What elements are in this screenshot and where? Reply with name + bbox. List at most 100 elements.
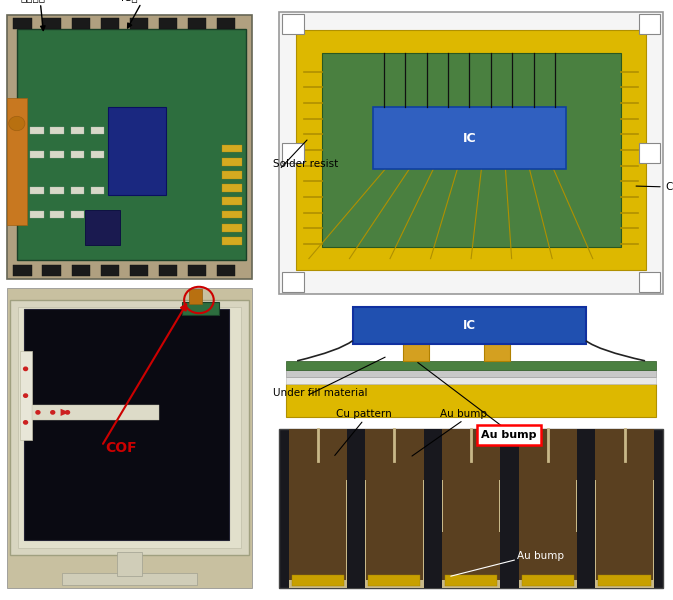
Bar [282, 272, 304, 292]
Bar [91, 211, 104, 218]
Bar [596, 480, 653, 532]
Bar [188, 18, 207, 29]
Bar [289, 429, 347, 480]
Bar [17, 29, 246, 260]
Bar [91, 127, 104, 134]
Bar [222, 197, 242, 205]
Bar [71, 187, 84, 194]
Bar [108, 107, 166, 195]
Bar [10, 300, 249, 555]
Bar [188, 265, 207, 276]
Bar [365, 429, 423, 588]
Bar [289, 532, 347, 580]
Bar [50, 211, 64, 218]
Text: IC칩: IC칩 [121, 0, 138, 2]
Bar [217, 18, 236, 29]
Bar [639, 143, 660, 163]
Bar [13, 265, 32, 276]
Bar [282, 143, 304, 163]
Circle shape [23, 393, 28, 398]
Text: Cu pattern: Cu pattern [336, 409, 392, 419]
Circle shape [35, 410, 40, 415]
Bar [42, 265, 61, 276]
Bar [222, 145, 242, 152]
Bar [7, 288, 252, 588]
Bar [129, 265, 148, 276]
Bar [639, 272, 660, 292]
Bar [522, 575, 574, 586]
Bar [217, 265, 236, 276]
Bar [42, 18, 61, 29]
Bar [7, 15, 252, 279]
Bar [442, 532, 500, 580]
Bar [368, 575, 421, 586]
Bar [520, 480, 576, 532]
Bar [18, 307, 241, 548]
Bar [129, 18, 148, 29]
Bar [91, 151, 104, 158]
Bar [596, 429, 653, 588]
Bar [289, 429, 347, 588]
Bar [286, 377, 656, 384]
Bar [365, 429, 423, 480]
Bar [159, 265, 178, 276]
Bar [71, 18, 90, 29]
Bar [365, 532, 423, 580]
Bar [222, 237, 242, 245]
Text: COF: COF [105, 441, 137, 455]
Bar [445, 575, 497, 586]
Bar [71, 151, 84, 158]
Bar [423, 429, 442, 588]
Bar [639, 14, 660, 34]
Bar [50, 127, 64, 134]
Text: 주변부품: 주변부품 [20, 0, 45, 2]
FancyBboxPatch shape [477, 425, 540, 445]
Bar [85, 210, 120, 245]
Text: Solder resist: Solder resist [273, 158, 338, 169]
Bar [13, 18, 32, 29]
Bar [24, 309, 229, 540]
Bar [347, 429, 365, 588]
Bar [32, 405, 159, 420]
Bar [222, 158, 242, 166]
Bar [353, 307, 586, 344]
Bar [519, 429, 577, 480]
Bar [222, 224, 242, 232]
Bar [291, 575, 344, 586]
Polygon shape [61, 409, 69, 416]
Bar [443, 480, 499, 532]
Bar [7, 98, 27, 225]
Circle shape [23, 367, 28, 371]
Bar [373, 107, 565, 169]
Bar [366, 480, 423, 532]
Bar [20, 351, 32, 440]
Bar [282, 14, 304, 34]
Bar [596, 532, 653, 580]
Bar [71, 265, 90, 276]
Bar [296, 30, 646, 270]
Bar [519, 429, 577, 588]
Bar [189, 289, 203, 304]
Circle shape [50, 410, 55, 415]
Bar [598, 575, 651, 586]
Bar [596, 429, 653, 480]
Bar [117, 552, 142, 576]
Bar [222, 171, 242, 179]
Bar [577, 429, 596, 588]
Bar [519, 532, 577, 580]
Bar [500, 429, 519, 588]
Bar [159, 18, 178, 29]
Text: Cu pattern: Cu pattern [666, 182, 673, 192]
Bar [30, 151, 44, 158]
Bar [100, 265, 119, 276]
Bar [279, 429, 663, 588]
Bar [30, 211, 44, 218]
Bar [279, 12, 663, 294]
Bar [289, 480, 346, 532]
Bar [222, 184, 242, 192]
Circle shape [9, 116, 25, 131]
Circle shape [23, 420, 28, 425]
Bar [182, 302, 219, 315]
Bar [286, 384, 656, 417]
Bar [30, 127, 44, 134]
